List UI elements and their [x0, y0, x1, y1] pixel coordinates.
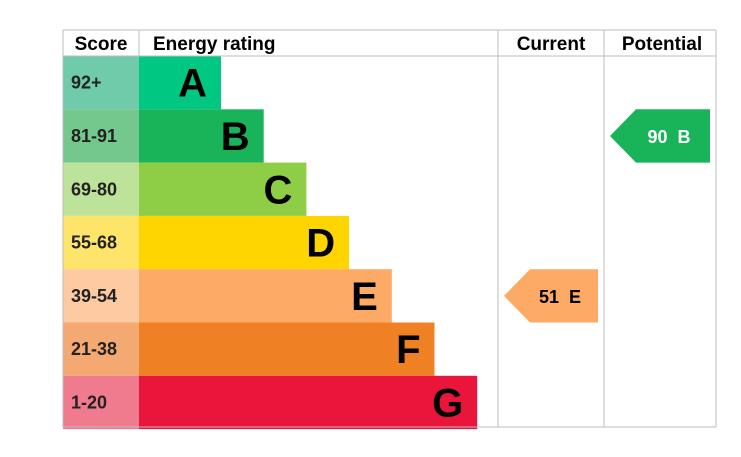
rating-bar-a [139, 56, 221, 110]
rating-letter-f: F [396, 328, 420, 372]
rating-bands: 92+ A 81-91 B 69-80 C 55-68 D 39-54 E 21-38 F 1-20 G [63, 56, 478, 430]
rating-bar-c [139, 162, 307, 216]
header-current: Current [517, 34, 586, 55]
header-potential: Potential [622, 34, 702, 55]
score-range-e: 39-54 [71, 286, 117, 306]
score-range-d: 55-68 [71, 233, 117, 253]
score-cell-b [63, 109, 139, 163]
rating-letter-g: G [432, 381, 463, 425]
score-cell-f [63, 322, 139, 376]
rating-letter-c: C [264, 168, 293, 212]
score-cell-d [63, 215, 139, 270]
score-range-b: 81-91 [71, 126, 117, 146]
score-range-a: 92+ [71, 73, 102, 93]
rating-letter-a: A [178, 62, 207, 106]
rating-letter-d: D [306, 222, 335, 266]
current-rating-arrow [504, 269, 598, 323]
potential-rating-label: 90 B [647, 127, 690, 147]
rating-bar-f [139, 322, 435, 376]
rating-bar-g [139, 375, 478, 430]
score-cell-e [63, 269, 139, 323]
rating-bar-e [139, 269, 392, 323]
table-grid [62, 29, 717, 428]
score-range-c: 69-80 [71, 179, 117, 199]
current-rating-label: 51 E [539, 287, 581, 307]
potential-rating-arrow [610, 109, 710, 163]
score-cell-g [63, 375, 139, 430]
score-range-f: 21-38 [71, 339, 117, 359]
score-range-g: 1-20 [71, 392, 107, 412]
rating-arrows: 51 E 90 B [504, 109, 710, 323]
header-score: Score [75, 34, 128, 55]
rating-bar-b [139, 109, 264, 163]
rating-bar-d [139, 215, 350, 270]
score-cell-a [63, 56, 139, 110]
rating-letter-b: B [221, 115, 250, 159]
header-energy-rating: Energy rating [153, 34, 275, 55]
rating-letter-e: E [351, 275, 378, 319]
score-cell-c [63, 162, 139, 216]
